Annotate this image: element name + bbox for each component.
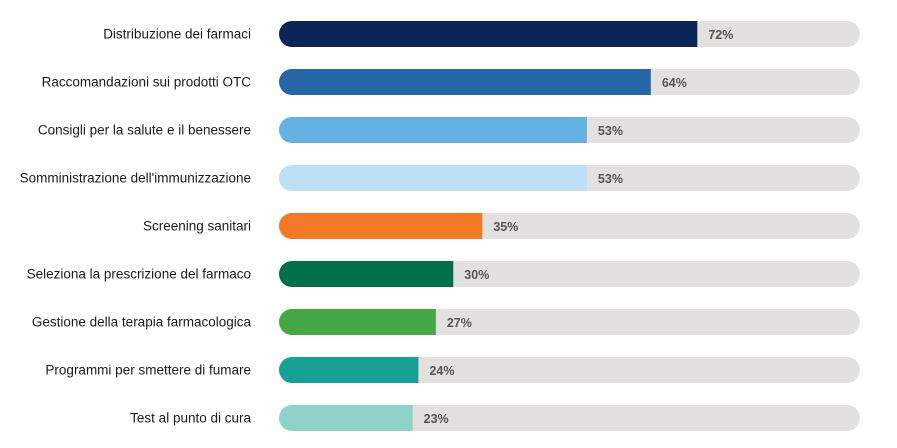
bar-raccomandazioni-sui-prodotti-otc [279,69,651,95]
bar-row-test-al-punto-di-cura: Test al punto di cura 23% [130,405,860,431]
category-label-raccomandazioni-sui-prodotti-otc: Raccomandazioni sui prodotti OTC [42,75,252,90]
bar-row-somministrazione-dell-immunizzazione: Somministrazione dell'immunizzazione 53% [20,165,860,191]
value-label-distribuzione-dei-farmaci: 72% [708,28,733,42]
category-label-screening-sanitari: Screening sanitari [143,219,251,234]
value-label-somministrazione-dell-immunizzazione: 53% [598,172,623,186]
bar-seleziona-la-prescrizione-del-farmaco [279,261,454,287]
bar-row-gestione-della-terapia-farmacologica: Gestione della terapia farmacologica 27% [32,309,860,335]
bar-screening-sanitari [279,213,483,239]
bar-row-raccomandazioni-sui-prodotti-otc: Raccomandazioni sui prodotti OTC 64% [42,69,860,95]
bar-somministrazione-dell-immunizzazione [279,165,587,191]
category-label-consigli-per-la-salute-e-il-benessere: Consigli per la salute e il benessere [38,123,251,138]
bar-row-screening-sanitari: Screening sanitari 35% [143,213,860,239]
category-label-somministrazione-dell-immunizzazione: Somministrazione dell'immunizzazione [20,171,251,186]
category-label-distribuzione-dei-farmaci: Distribuzione dei farmaci [103,27,251,42]
value-label-screening-sanitari: 35% [493,220,518,234]
bar-row-seleziona-la-prescrizione-del-farmaco: Seleziona la prescrizione del farmaco 30% [27,261,860,287]
value-label-gestione-della-terapia-farmacologica: 27% [447,316,472,330]
bar-row-distribuzione-dei-farmaci: Distribuzione dei farmaci 72% [103,21,860,47]
category-label-programmi-per-smettere-di-fumare: Programmi per smettere di fumare [45,363,251,378]
value-label-consigli-per-la-salute-e-il-benessere: 53% [598,124,623,138]
bar-row-consigli-per-la-salute-e-il-benessere: Consigli per la salute e il benessere 53% [38,117,860,143]
value-label-raccomandazioni-sui-prodotti-otc: 64% [662,76,687,90]
bar-programmi-per-smettere-di-fumare [279,357,419,383]
bar-track-programmi-per-smettere-di-fumare [279,357,860,383]
bar-track-test-al-punto-di-cura [279,405,860,431]
bar-test-al-punto-di-cura [279,405,413,431]
value-label-programmi-per-smettere-di-fumare: 24% [429,364,454,378]
bar-distribuzione-dei-farmaci [279,21,698,47]
bar-gestione-della-terapia-farmacologica [279,309,436,335]
bar-row-programmi-per-smettere-di-fumare: Programmi per smettere di fumare 24% [45,357,860,383]
category-label-seleziona-la-prescrizione-del-farmaco: Seleziona la prescrizione del farmaco [27,267,251,282]
bar-consigli-per-la-salute-e-il-benessere [279,117,587,143]
category-label-test-al-punto-di-cura: Test al punto di cura [130,411,251,426]
value-label-test-al-punto-di-cura: 23% [424,412,449,426]
category-label-gestione-della-terapia-farmacologica: Gestione della terapia farmacologica [32,315,252,330]
value-label-seleziona-la-prescrizione-del-farmaco: 30% [464,268,489,282]
